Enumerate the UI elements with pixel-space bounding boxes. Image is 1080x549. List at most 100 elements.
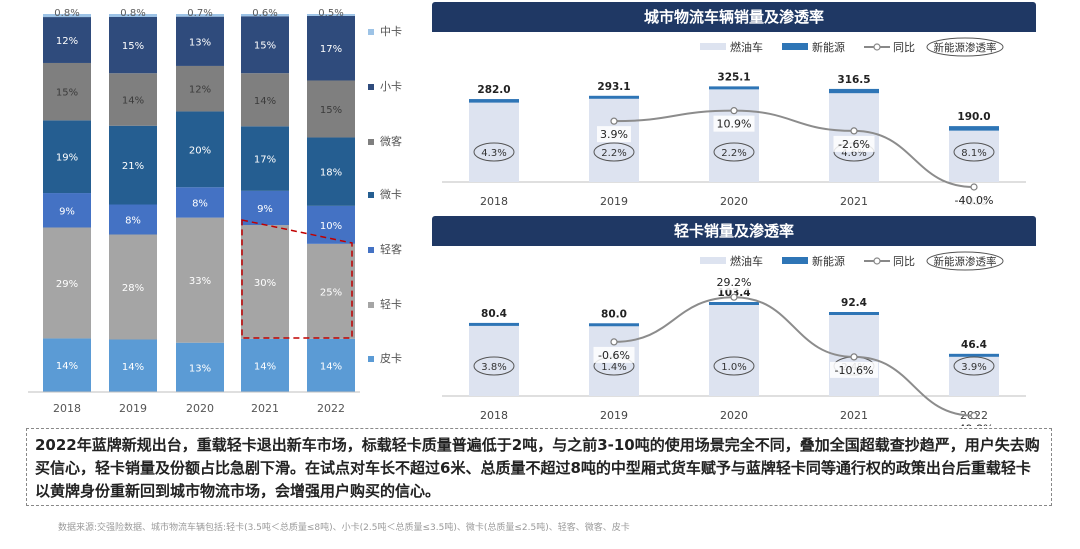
city-logistics-chart-title: 城市物流车辆销量及渗透率 [432, 2, 1036, 32]
segment-label: 14% [254, 361, 276, 372]
segment-label: 0.6% [252, 8, 277, 19]
x-tick-label: 2020 [720, 409, 748, 422]
segment-label: 0.8% [120, 8, 145, 19]
stack-segment [241, 73, 289, 127]
segment-label: 17% [320, 44, 342, 55]
legend-swatch [368, 192, 374, 198]
penetration-oval [473, 142, 515, 162]
segment-label: 12% [56, 36, 78, 47]
segment-label: 28% [122, 283, 144, 294]
nev-bar [469, 99, 519, 103]
x-tick-label: 2019 [600, 409, 628, 422]
legend-swatch [782, 43, 808, 50]
legend-label: 燃油车 [730, 254, 763, 268]
stack-segment [241, 16, 289, 74]
stack-segment [43, 120, 91, 194]
legend-label: 微客 [380, 134, 402, 148]
total-label: 46.4 [961, 339, 987, 351]
legend-label: 轻卡 [380, 297, 402, 311]
legend-swatch [368, 84, 374, 90]
yoy-label-bg [950, 192, 998, 208]
penetration-oval [593, 142, 635, 162]
fuel-bar [949, 356, 999, 396]
x-tick-label: 2018 [480, 409, 508, 422]
total-label: 316.5 [837, 74, 870, 86]
x-tick-label: 2021 [840, 195, 868, 208]
yoy-label-bg [713, 115, 755, 132]
yoy-point [850, 353, 858, 361]
stack-segment [307, 15, 355, 81]
segment-label: 15% [320, 105, 342, 116]
stack-segment [176, 16, 224, 66]
yoy-label: -40.0% [955, 194, 994, 207]
total-label: 282.0 [477, 84, 510, 96]
segment-label: 29% [56, 279, 78, 290]
stack-segment [176, 14, 224, 17]
yoy-point [730, 293, 738, 301]
stack-segment [241, 14, 289, 17]
stack-segment [109, 14, 157, 17]
total-label: 80.0 [601, 308, 627, 320]
stack-segment [109, 204, 157, 235]
segment-label: 17% [254, 155, 276, 166]
legend-swatch [782, 257, 808, 264]
segment-label: 0.8% [54, 8, 79, 19]
total-label: 190.0 [957, 111, 990, 123]
segment-label: 14% [122, 96, 144, 107]
penetration-oval [473, 356, 515, 376]
legend-label: 新能源渗透率 [934, 255, 997, 268]
penetration-label: 8.1% [961, 148, 986, 159]
penetration-label: 3.9% [961, 362, 986, 373]
penetration-label: 4.3% [481, 148, 506, 159]
legend-label: 同比 [893, 255, 915, 268]
segment-label: 14% [56, 361, 78, 372]
segment-label: 15% [254, 41, 276, 52]
nev-bar [829, 312, 879, 315]
highlight-outline [241, 219, 353, 339]
fuel-bar [709, 305, 759, 396]
legend-marker [873, 43, 881, 51]
yoy-label: -10.6% [835, 364, 874, 377]
fuel-bar [709, 89, 759, 182]
legend-swatch [700, 257, 726, 264]
legend-marker [873, 257, 881, 265]
segment-label: 9% [59, 206, 75, 217]
light-truck-sales-chart: 燃油车 新能源 同比 新能源渗透率80.43.8%201880.01.4%201910… [442, 251, 1026, 426]
yoy-label: 29.2% [717, 276, 752, 289]
stack-segment [109, 17, 157, 74]
segment-label: 0.5% [318, 8, 343, 19]
legend-swatch [368, 247, 374, 253]
segment-label: 30% [254, 278, 276, 289]
yoy-point [970, 183, 978, 191]
yoy-label: -49.8% [955, 423, 994, 426]
legend-label: 微卡 [380, 187, 402, 201]
segment-label: 8% [192, 198, 208, 209]
yoy-point [730, 107, 738, 115]
segment-label: 15% [56, 88, 78, 99]
penetration-label: 2.2% [721, 148, 746, 159]
x-tick-label: 2021 [840, 409, 868, 422]
penetration-oval [953, 356, 995, 376]
stack-segment [176, 342, 224, 392]
yoy-point [610, 117, 618, 125]
segment-label: 25% [320, 287, 342, 298]
penetration-oval [713, 142, 755, 162]
city-logistics-sales-chart: 燃油车 新能源 同比 新能源渗透率 282.0 4.3% 2018 293.1 2.2% 2019… [442, 37, 1026, 208]
yoy-line [613, 296, 975, 417]
penetration-oval [713, 356, 755, 376]
stack-segment [109, 234, 157, 340]
stack-segment [307, 80, 355, 138]
total-label: 80.4 [481, 308, 507, 320]
legend-swatch [368, 29, 374, 35]
source-note: 数据来源:交强险数据、城市物流车辆包括:轻卡(3.5吨＜总质量≤8吨)、小卡(2… [58, 523, 630, 533]
segment-label: 14% [122, 362, 144, 373]
penetration-label: 4.6% [841, 148, 866, 159]
segment-label: 13% [189, 37, 211, 48]
nev-bar [709, 86, 759, 90]
legend-label: 同比 [893, 41, 915, 54]
yoy-point [610, 338, 618, 346]
yoy-label-bg [950, 420, 998, 426]
yoy-line [613, 109, 975, 188]
legend-label: 皮卡 [380, 352, 402, 365]
x-tick-label: 2019 [119, 402, 147, 415]
